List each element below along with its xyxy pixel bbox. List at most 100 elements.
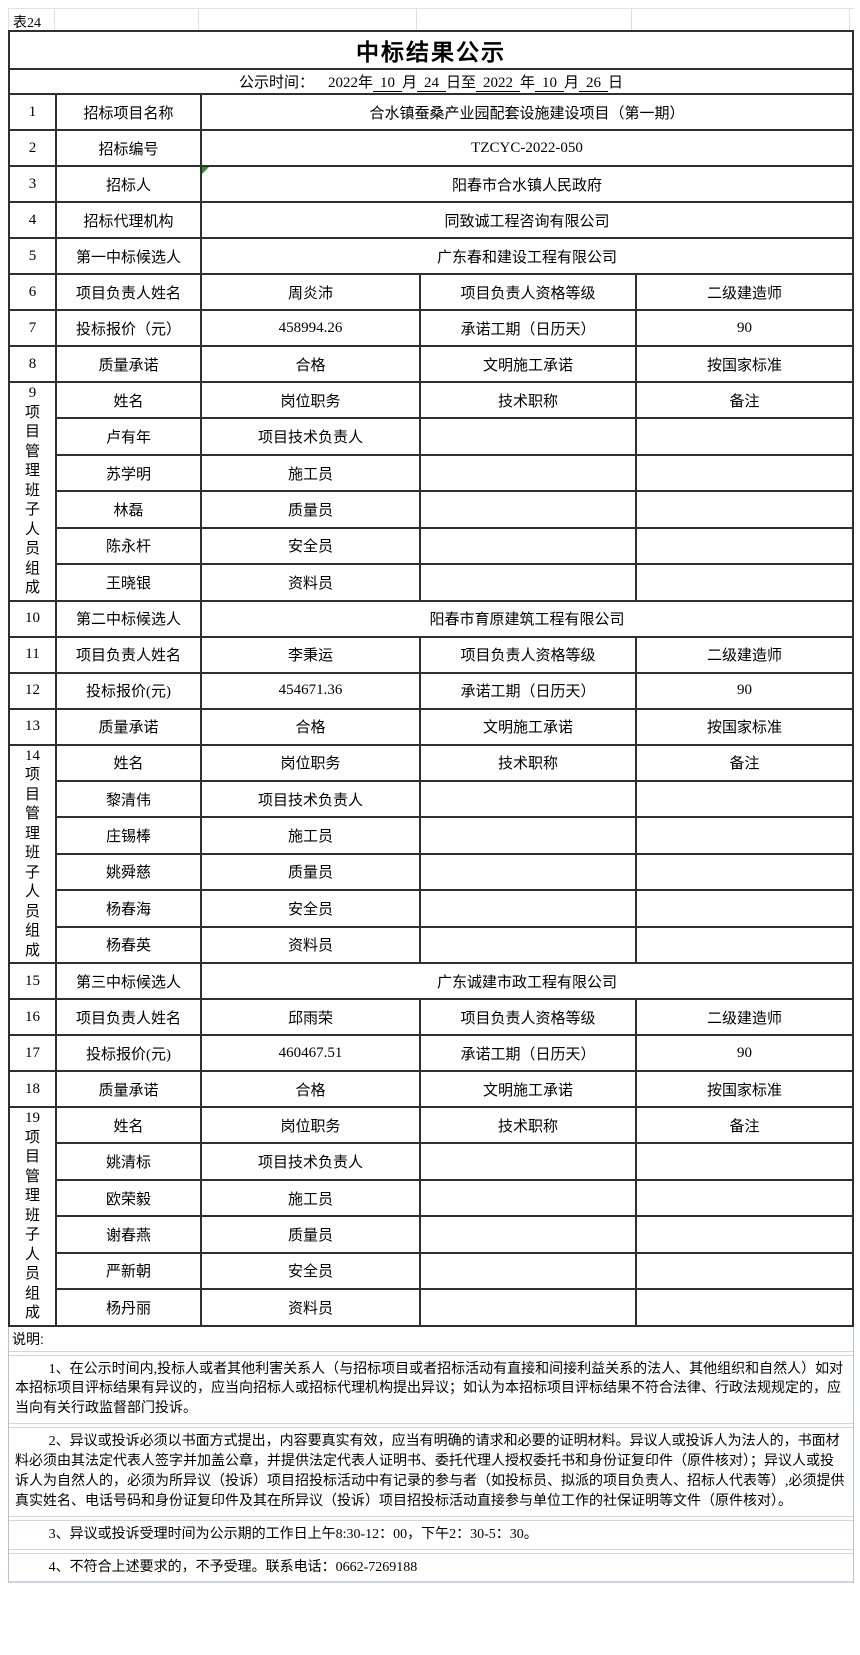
notes-section: 说明: 1、在公示时间内,投标人或者其他利害关系人（与招标项目或者招标活动有直接…	[8, 1326, 854, 1584]
table-row: 8 质量承诺 合格 文明施工承诺 按国家标准	[8, 345, 854, 383]
member-position-cell: 岗位职务	[200, 380, 421, 420]
row-value-cell: 邱雨荣	[200, 998, 421, 1036]
member-row: 姚舜慈 质量员	[9, 852, 854, 892]
member-position-cell: 资料员	[200, 925, 421, 965]
publicity-time-label: 公示时间：	[238, 75, 314, 91]
row-label-cell: 项目负责人姓名	[55, 998, 202, 1036]
member-title-cell	[419, 1178, 637, 1218]
member-title-cell	[419, 1215, 637, 1254]
table-row: 12 投标报价(元) 454671.36 承诺工期（日历天） 90	[8, 671, 854, 710]
date-text: 2022年	[327, 75, 373, 91]
member-name-cell: 杨春海	[55, 889, 202, 928]
row-number-cell: 12	[8, 671, 57, 710]
member-remark-cell: 备注	[635, 1105, 854, 1145]
table-row: 13 质量承诺 合格 文明施工承诺 按国家标准	[8, 707, 854, 746]
top-grid-strip: 表24	[8, 8, 854, 30]
member-name-cell: 王晓银	[55, 563, 202, 602]
row-label-cell: 第一中标候选人	[55, 237, 202, 275]
row-value-cell: 同致诚工程咨询有限公司	[200, 201, 854, 239]
member-position-cell: 施工员	[200, 1178, 421, 1218]
empty-grid-cell	[198, 9, 417, 30]
row-value-cell: 周炎沛	[200, 273, 421, 311]
member-name-cell: 卢有年	[55, 417, 202, 456]
row-label-cell: 招标编号	[55, 129, 202, 167]
member-name-cell: 姓名	[55, 743, 202, 782]
row-label-cell: 质量承诺	[55, 1070, 202, 1108]
secondary-value-cell: 90	[635, 671, 854, 710]
group-header-row: 19 项 目 管 理 班 子 人 员 组 成姓名 岗位职务 技术职称 备注	[8, 1105, 854, 1327]
date-text: 月	[401, 75, 417, 91]
date-text: 年	[520, 75, 536, 91]
member-position-cell: 质量员	[200, 852, 421, 892]
member-name-cell: 陈永杆	[55, 526, 202, 566]
member-position-cell: 资料员	[200, 563, 421, 602]
row-label-cell: 项目负责人姓名	[55, 273, 202, 311]
row-label-cell: 招标代理机构	[55, 201, 202, 239]
title-row: 中标结果公示	[8, 30, 854, 70]
member-title-cell	[419, 490, 637, 529]
group-number-cell: 19 项 目 管 理 班 子 人 员 组 成	[8, 1106, 57, 1327]
date-value-underlined: 10	[372, 75, 402, 92]
member-title-cell	[419, 453, 637, 493]
row-number-cell: 16	[8, 998, 57, 1036]
publicity-time-text: 公示时间： 2022年 10 月 24 日至 2022 年 10 月 26 日	[238, 75, 623, 92]
empty-grid-cell	[54, 9, 199, 30]
member-position-cell: 岗位职务	[200, 1105, 421, 1145]
page-title: 中标结果公示	[8, 30, 854, 70]
member-remark-cell	[635, 1251, 854, 1291]
table-row: 17 投标报价(元) 460467.51 承诺工期（日历天） 90	[8, 1034, 854, 1072]
row-value-cell: 454671.36	[200, 671, 421, 710]
secondary-value-cell: 按国家标准	[635, 707, 854, 746]
member-name-cell: 严新朝	[55, 1251, 202, 1291]
member-remark-cell	[635, 526, 854, 566]
row-value-cell: 阳春市育原建筑工程有限公司	[200, 599, 854, 638]
table-row: 1 招标项目名称 合水镇蚕桑产业园配套设施建设项目（第一期）	[8, 93, 854, 131]
member-remark-cell	[635, 1178, 854, 1218]
row-value-cell: 合格	[200, 707, 421, 746]
row-number-cell: 18	[8, 1070, 57, 1108]
secondary-label-cell: 项目负责人资格等级	[419, 635, 637, 674]
member-position-cell: 岗位职务	[200, 743, 421, 782]
table-row: 11 项目负责人姓名 李秉运 项目负责人资格等级 二级建造师	[8, 635, 854, 674]
table-row: 15 第三中标候选人 广东诚建市政工程有限公司	[8, 962, 854, 1000]
row-label-cell: 招标人	[55, 165, 202, 203]
row-value-cell: 广东春和建设工程有限公司	[200, 237, 854, 275]
row-number-cell: 4	[8, 201, 57, 239]
member-remark-cell	[635, 889, 854, 928]
secondary-label-cell: 项目负责人资格等级	[419, 273, 637, 311]
row-value-cell: 广东诚建市政工程有限公司	[200, 962, 854, 1000]
member-remark-cell	[635, 1288, 854, 1327]
member-position-cell: 质量员	[200, 1215, 421, 1254]
row-value-cell: 合水镇蚕桑产业园配套设施建设项目（第一期）	[200, 93, 854, 131]
row-label-cell: 质量承诺	[55, 707, 202, 746]
row-number-cell: 8	[8, 345, 57, 383]
member-row: 杨春英 资料员	[9, 925, 854, 965]
member-row: 王晓银 资料员	[9, 563, 854, 602]
member-remark-cell	[635, 816, 854, 855]
member-title-cell: 技术职称	[419, 1105, 637, 1145]
member-name-cell: 林磊	[55, 490, 202, 529]
error-indicator-icon	[203, 168, 209, 174]
member-row: 庄锡棒 施工员	[9, 816, 854, 855]
date-value-underlined: 24	[416, 75, 446, 92]
row-number-cell: 10	[8, 599, 57, 638]
note-item: 3、异议或投诉受理时间为公示期的工作日上午8:30-12：00，下午2：30-5…	[9, 1519, 853, 1550]
member-title-cell	[419, 779, 637, 819]
secondary-value-cell: 按国家标准	[635, 345, 854, 383]
member-position-cell: 资料员	[200, 1288, 421, 1327]
row-number-cell: 7	[8, 309, 57, 347]
main-table: 中标结果公示 公示时间： 2022年 10 月 24 日至 2022 年 10 月 26 日 1 招标项…	[8, 30, 854, 1327]
group-header-row: 9 项 目 管 理 班 子 人 员 组 成姓名 岗位职务 技术职称 备注	[8, 380, 854, 602]
secondary-label-cell: 项目负责人资格等级	[419, 998, 637, 1036]
sheet-tag: 表24	[8, 9, 55, 30]
member-row: 严新朝 安全员	[9, 1251, 854, 1291]
row-number-cell: 6	[8, 273, 57, 311]
member-remark-cell	[635, 490, 854, 529]
date-value-underlined: 2022	[476, 75, 520, 92]
row-value-cell: 合格	[200, 1070, 421, 1108]
note-item: 4、不符合上述要求的，不予受理。联系电话：0662-7269188	[9, 1552, 853, 1583]
date-value-underlined: 26	[579, 75, 609, 92]
table-row: 10 第二中标候选人 阳春市育原建筑工程有限公司	[8, 599, 854, 638]
member-position-cell: 安全员	[200, 1251, 421, 1291]
secondary-label-cell: 文明施工承诺	[419, 707, 637, 746]
